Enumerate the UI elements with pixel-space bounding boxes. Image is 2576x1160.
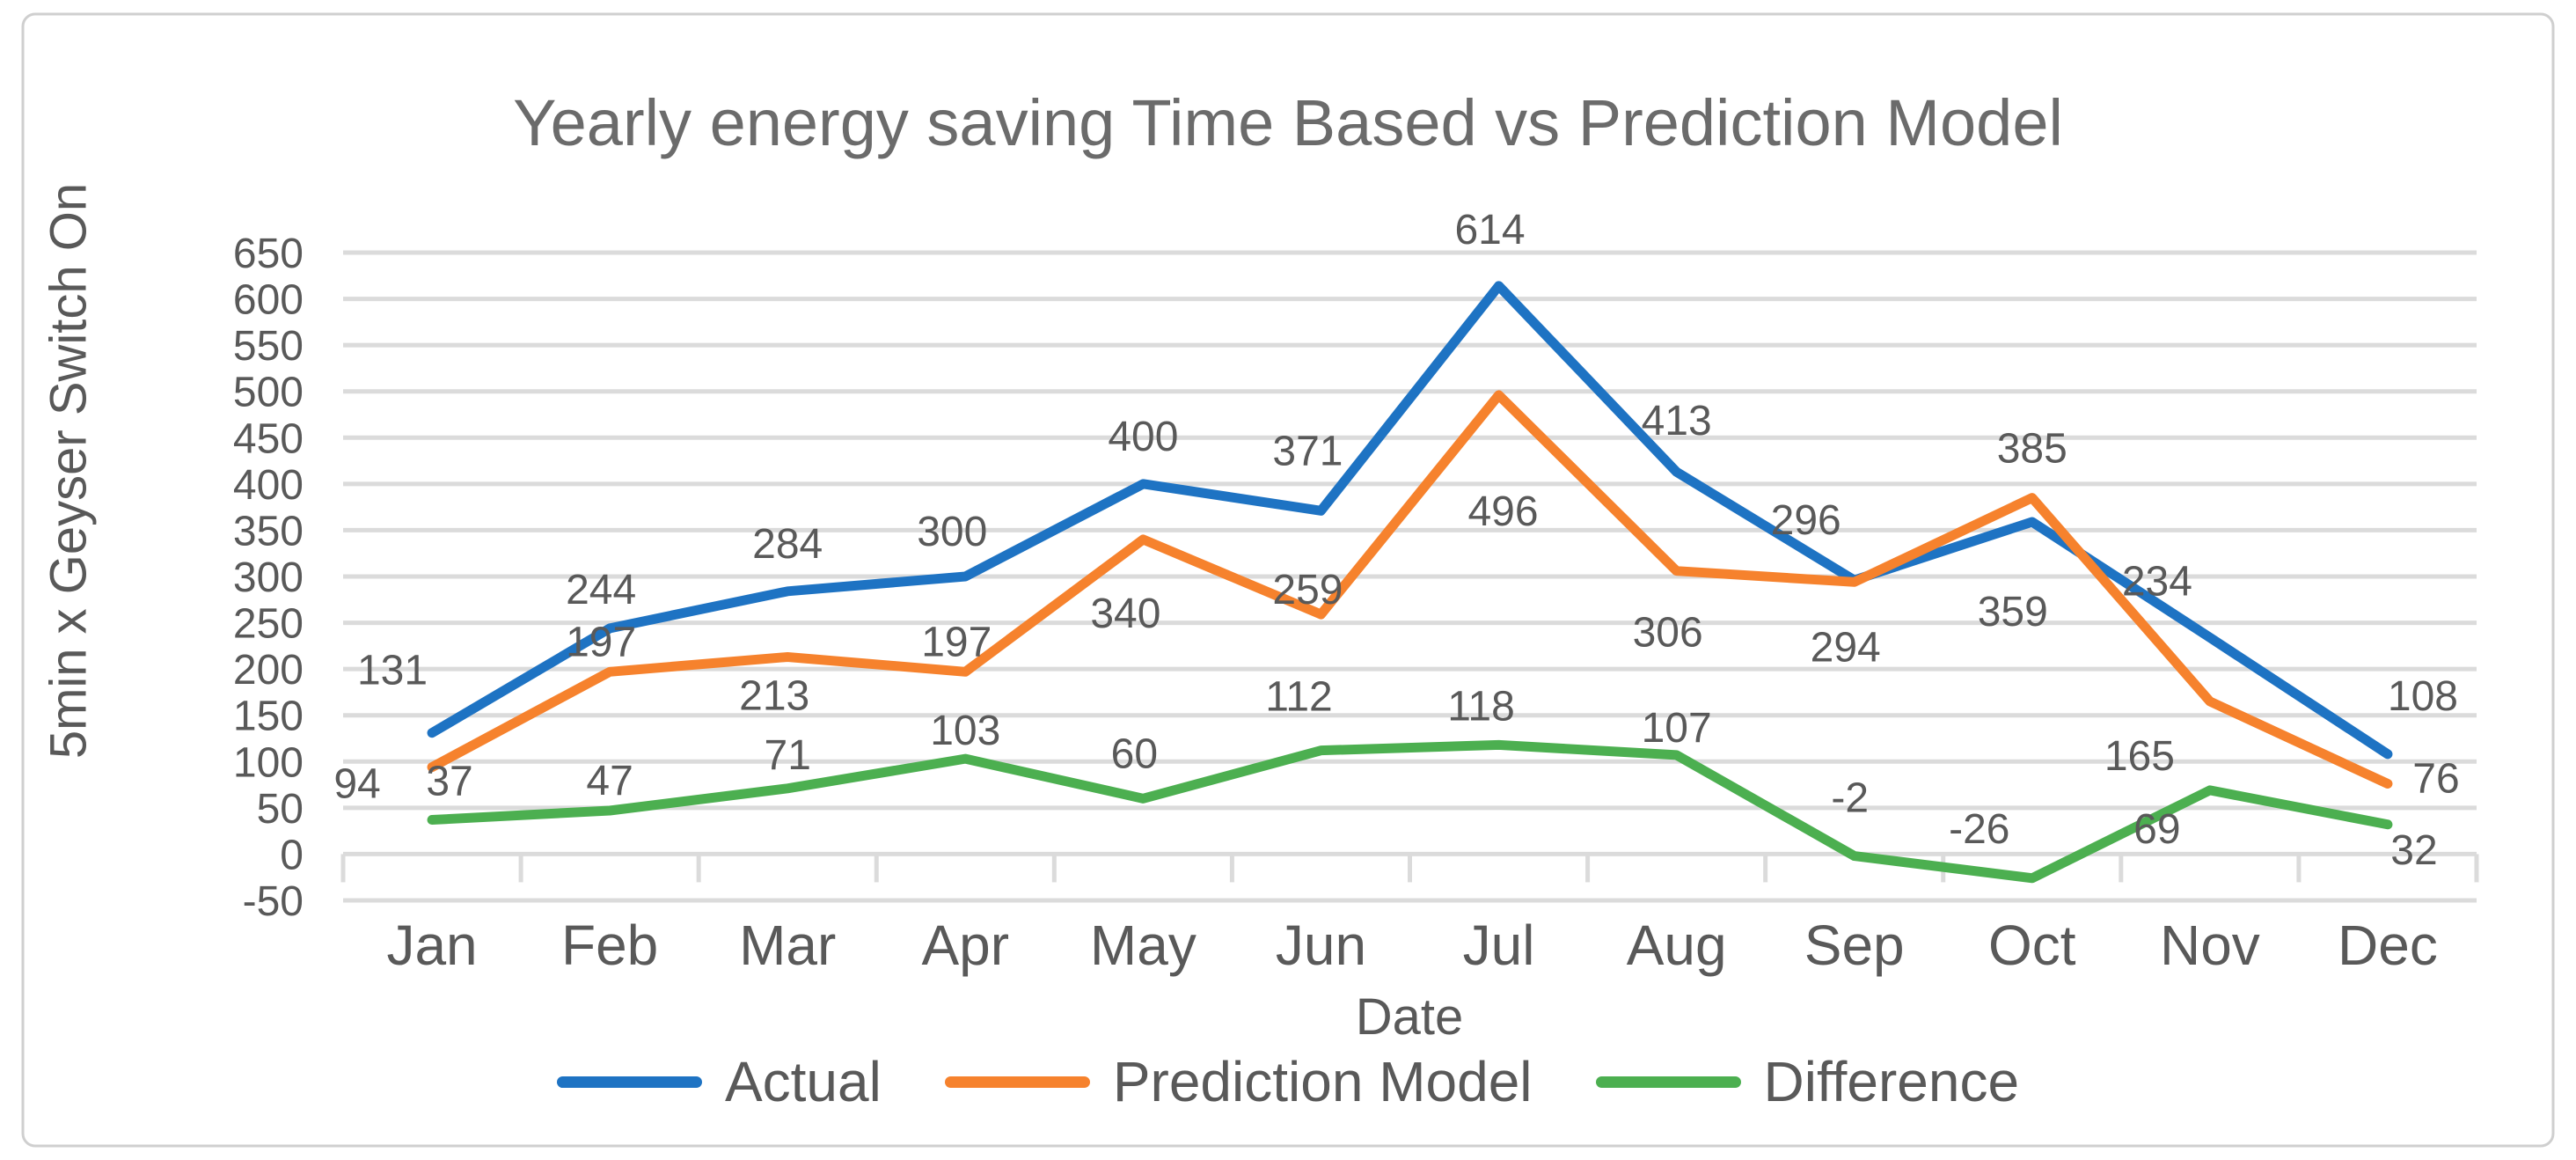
data-label: 371 xyxy=(1272,428,1343,474)
legend-swatch-prediction-model xyxy=(944,1076,1090,1088)
data-labels-difference: 37 47 71 103 60 112 118 107 -2 -26 69 32 xyxy=(426,674,2437,874)
data-label: 614 xyxy=(1454,207,1525,253)
data-label: 76 xyxy=(2412,756,2459,803)
x-axis-title: Date xyxy=(1355,988,1464,1046)
series-line-difference xyxy=(427,739,2393,884)
data-label: 131 xyxy=(357,648,428,694)
x-tick-label-jun: Jun xyxy=(1276,914,1366,977)
data-label: 118 xyxy=(1447,683,1515,730)
chart-title: Yearly energy saving Time Based vs Predi… xyxy=(513,86,2063,159)
data-label: 37 xyxy=(426,759,472,805)
y-tick-label: 400 xyxy=(233,462,304,509)
y-tick-label: 0 xyxy=(280,832,304,878)
data-label: 94 xyxy=(333,761,380,808)
x-axis-tick-labels: Jan Feb Mar Apr May Jun Jul Aug Sep Oct Nov Dec xyxy=(386,914,2437,977)
data-label: 32 xyxy=(2390,827,2437,874)
legend-item-actual: Actual xyxy=(556,1049,882,1114)
y-tick-label: 500 xyxy=(233,370,304,416)
data-label: 300 xyxy=(917,509,987,555)
legend-swatch-difference xyxy=(1595,1076,1741,1088)
x-tick-label-oct: Oct xyxy=(1988,914,2076,977)
series-line-actual xyxy=(427,281,2393,760)
y-tick-label: 150 xyxy=(233,694,304,740)
y-tick-label: -50 xyxy=(243,878,304,925)
data-label: 306 xyxy=(1633,610,1703,657)
x-tick-label-sep: Sep xyxy=(1804,914,1905,977)
data-label: 234 xyxy=(2122,558,2192,605)
data-label: 296 xyxy=(1771,497,1841,544)
legend-item-difference: Difference xyxy=(1595,1049,2020,1114)
x-tick-label-aug: Aug xyxy=(1627,914,1727,977)
data-label: -26 xyxy=(1949,806,2009,853)
data-label: 71 xyxy=(765,732,811,779)
y-tick-label: 250 xyxy=(233,601,304,648)
legend-swatch-actual xyxy=(556,1076,702,1088)
data-label: 69 xyxy=(2133,806,2180,853)
y-axis-title: 5min x Geyser Switch On xyxy=(40,182,98,760)
x-tick-label-may: May xyxy=(1090,914,1197,977)
legend-item-prediction-model: Prediction Model xyxy=(944,1049,1533,1114)
data-label: 340 xyxy=(1090,591,1160,637)
data-label: 107 xyxy=(1642,705,1712,752)
data-label: 385 xyxy=(1997,426,2067,473)
data-label: 359 xyxy=(1978,589,2048,635)
data-label: 259 xyxy=(1272,567,1343,613)
y-tick-label: 100 xyxy=(233,739,304,786)
data-labels-actual: 131 244 284 300 400 371 614 413 296 359 234 108 xyxy=(357,207,2458,720)
series-line-prediction-model xyxy=(427,390,2393,789)
gridlines xyxy=(343,250,2477,903)
data-label: 47 xyxy=(586,758,633,804)
y-tick-label: 200 xyxy=(233,647,304,694)
legend-label: Actual xyxy=(724,1050,882,1113)
y-tick-label: 300 xyxy=(233,554,304,601)
data-label: 244 xyxy=(566,567,636,613)
axis-tick-marks xyxy=(340,854,2479,883)
x-tick-label-jul: Jul xyxy=(1463,914,1535,977)
y-tick-label: 550 xyxy=(233,323,304,370)
data-label: 213 xyxy=(739,672,809,719)
legend-label: Prediction Model xyxy=(1112,1050,1533,1113)
y-tick-label: 650 xyxy=(233,231,304,277)
y-tick-label: 600 xyxy=(233,277,304,324)
x-tick-label-apr: Apr xyxy=(921,914,1009,977)
y-axis-tick-labels: 650600550500450400350300250200150100500-… xyxy=(233,231,304,925)
data-label: 197 xyxy=(566,619,636,665)
x-tick-label-nov: Nov xyxy=(2160,914,2260,977)
data-label: 413 xyxy=(1642,398,1712,444)
data-label: 197 xyxy=(921,619,992,665)
y-tick-label: 50 xyxy=(257,786,304,833)
chart-border xyxy=(21,12,2555,1148)
data-label: 496 xyxy=(1467,488,1538,535)
data-label: 165 xyxy=(2104,733,2175,780)
data-label: 294 xyxy=(1811,624,1881,671)
data-label: 284 xyxy=(752,521,823,568)
legend-label: Difference xyxy=(1763,1050,2020,1113)
x-tick-label-dec: Dec xyxy=(2338,914,2438,977)
x-tick-label-mar: Mar xyxy=(739,914,836,977)
x-tick-label-jan: Jan xyxy=(386,914,477,977)
data-label: 60 xyxy=(1111,731,1158,777)
x-tick-label-feb: Feb xyxy=(561,914,658,977)
y-tick-label: 450 xyxy=(233,415,304,462)
data-label: -2 xyxy=(1831,775,1869,822)
data-labels-prediction-model: 94 197 213 197 340 259 496 306 294 385 165 76 xyxy=(333,426,2459,808)
data-label: 112 xyxy=(1265,674,1333,721)
data-label: 400 xyxy=(1108,414,1178,460)
data-label: 103 xyxy=(930,708,1000,754)
data-label: 108 xyxy=(2388,673,2458,720)
legend: Actual Prediction Model Difference xyxy=(0,1049,2576,1114)
y-tick-label: 350 xyxy=(233,508,304,554)
